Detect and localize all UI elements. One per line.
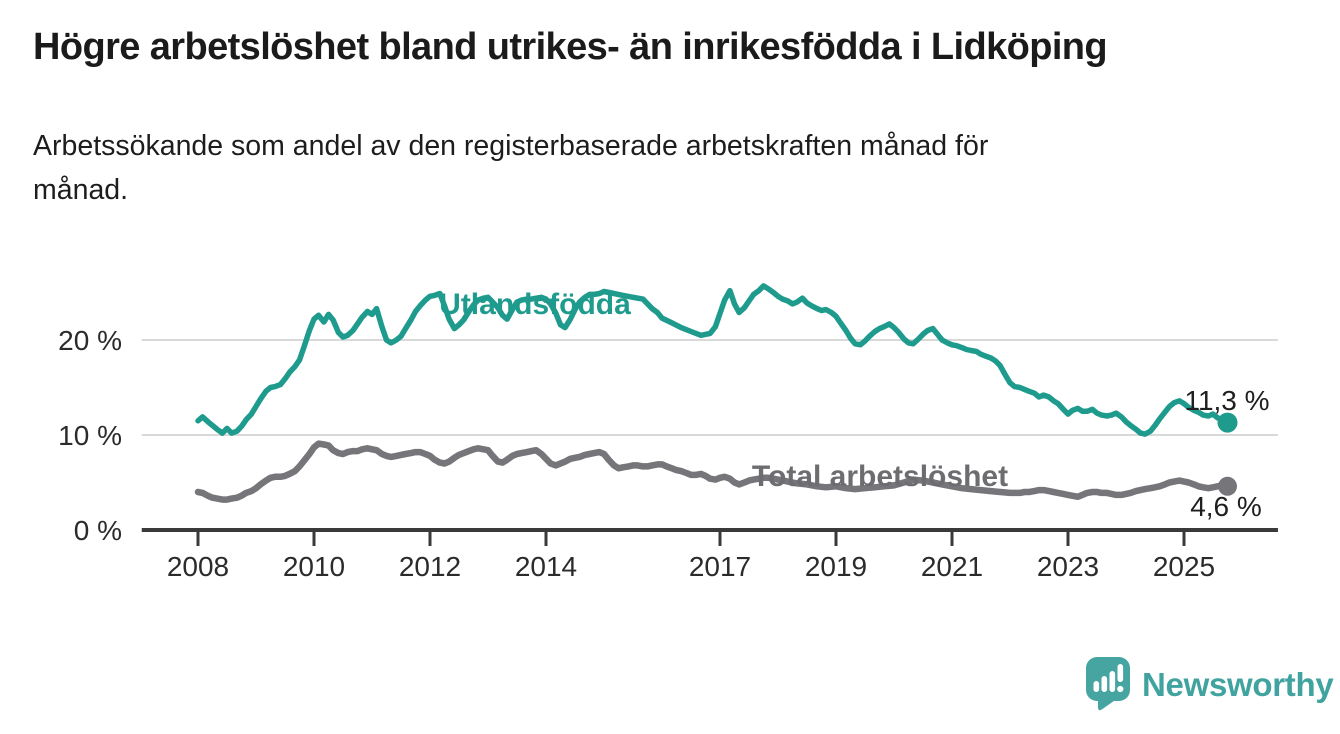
x-tick-label: 2014 bbox=[515, 551, 577, 582]
series-line-total bbox=[194, 440, 1231, 503]
series-line-utlandsfodda bbox=[195, 283, 1231, 437]
x-tick-label: 2025 bbox=[1153, 551, 1215, 582]
series-label-total: Total arbetslöshet bbox=[752, 460, 1008, 493]
y-tick-label: 0 % bbox=[74, 515, 122, 546]
x-tick-label: 2008 bbox=[167, 551, 229, 582]
chart-title: Högre arbetslöshet bland utrikes- än inr… bbox=[33, 26, 1108, 68]
series-end-value-total: 4,6 % bbox=[1190, 491, 1262, 522]
bar-chart-speech-bubble-icon bbox=[1086, 657, 1130, 711]
chart-subtitle-line-2: månad. bbox=[33, 174, 129, 206]
x-tick-label: 2010 bbox=[283, 551, 345, 582]
x-tick-label: 2019 bbox=[805, 551, 867, 582]
x-tick-label: 2023 bbox=[1037, 551, 1099, 582]
series-end-dot-utlandsfodda bbox=[1217, 412, 1238, 433]
x-tick-label: 2021 bbox=[921, 551, 983, 582]
series-end-value-utlandsfodda: 11,3 % bbox=[1184, 385, 1269, 416]
series-label-utlandsfodda: Utlandsfödda bbox=[439, 288, 631, 321]
chart-subtitle: Arbetssökande som andel av den registerb… bbox=[33, 124, 1253, 212]
x-tick-label: 2012 bbox=[399, 551, 461, 582]
chart-subtitle-line-1: Arbetssökande som andel av den registerb… bbox=[33, 130, 989, 162]
y-tick-label: 20 % bbox=[58, 325, 122, 356]
series-end-dot-total bbox=[1218, 476, 1237, 496]
y-tick-label: 10 % bbox=[58, 420, 122, 451]
newsworthy-logo: Newsworthy bbox=[1085, 656, 1334, 713]
x-tick-label: 2017 bbox=[689, 551, 751, 582]
newsworthy-logo-text: Newsworthy bbox=[1142, 665, 1334, 703]
